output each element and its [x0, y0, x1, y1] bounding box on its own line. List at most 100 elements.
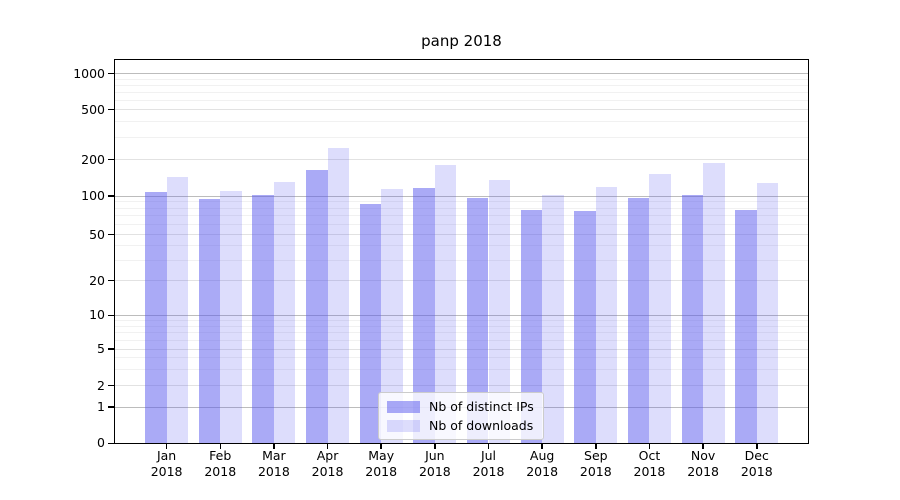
x-tick-year: 2018 — [526, 464, 559, 479]
minor-gridline — [114, 78, 809, 80]
y-tick-mark — [108, 195, 114, 197]
x-tick-mark — [380, 444, 382, 449]
x-tick-year: 2018 — [579, 464, 612, 479]
legend-label: Nb of downloads — [429, 418, 534, 433]
x-tick-mark — [487, 444, 490, 449]
minor-gridline — [114, 121, 809, 123]
bar-downloads-nov — [703, 162, 725, 444]
y-tick-label: 0 — [97, 435, 105, 451]
bar-distinct-ips-may — [359, 203, 382, 444]
y-tick-label: 1 — [97, 399, 105, 415]
minor-gridline — [114, 368, 809, 370]
x-tick-month: Feb — [209, 448, 232, 463]
x-tick-year: 2018 — [204, 464, 237, 479]
x-tick-month: Jan — [156, 448, 177, 463]
gridline-50 — [114, 234, 809, 235]
plot-area: Nb of distinct IPs Nb of downloads — [114, 59, 809, 444]
minor-gridline — [114, 207, 809, 209]
x-tick-month: Dec — [744, 448, 769, 463]
minor-gridline — [114, 84, 809, 86]
legend-label: Nb of distinct IPs — [429, 399, 534, 414]
x-tick-year: 2018 — [633, 464, 666, 479]
x-tick-month: Jun — [425, 448, 445, 463]
x-tick-mark — [595, 444, 597, 449]
bar-distinct-ips-feb — [198, 198, 221, 444]
x-tick-mark — [756, 444, 758, 449]
x-tick-month: Aug — [529, 448, 555, 463]
y-tick-label: 500 — [81, 101, 105, 117]
bar-distinct-ips-jan — [145, 191, 167, 444]
bar-distinct-ips-dec — [735, 209, 757, 444]
x-tick-year: 2018 — [150, 464, 183, 479]
legend: Nb of distinct IPs Nb of downloads — [378, 392, 544, 440]
y-tick-mark — [108, 279, 114, 282]
bar-downloads-mar — [273, 182, 296, 444]
x-tick-month: May — [368, 448, 395, 463]
x-tick-label-dec: Dec 2018 — [725, 448, 789, 480]
bar-downloads-apr — [327, 148, 349, 444]
gridline-100 — [114, 195, 809, 197]
x-tick-year: 2018 — [365, 464, 398, 479]
minor-gridline — [114, 137, 809, 139]
minor-gridline — [114, 91, 809, 93]
x-tick-month: Apr — [316, 448, 339, 463]
x-tick-year: 2018 — [472, 464, 505, 479]
y-tick-mark — [108, 158, 114, 161]
x-tick-year: 2018 — [311, 464, 344, 479]
minor-gridline — [114, 325, 809, 327]
bar-downloads-oct — [649, 174, 671, 444]
minor-gridline — [114, 320, 809, 321]
y-tick-label: 10 — [89, 307, 105, 323]
bar-downloads-jan — [166, 176, 189, 444]
y-tick-label: 1000 — [73, 65, 105, 81]
bar-distinct-ips-oct — [628, 198, 650, 444]
bar-downloads-feb — [220, 191, 242, 444]
minor-gridline — [114, 259, 809, 261]
bar-downloads-may — [381, 189, 403, 444]
chart-title: panp 2018 — [421, 32, 502, 50]
y-tick-label: 5 — [97, 341, 105, 356]
x-tick-month: Mar — [262, 448, 286, 463]
y-tick-label: 100 — [81, 188, 105, 203]
bar-distinct-ips-apr — [306, 169, 328, 444]
x-tick-mark — [434, 444, 436, 449]
x-tick-label-jun: Jun 2018 — [403, 448, 467, 480]
gridline-10 — [114, 314, 809, 316]
x-tick-label-aug: Aug 2018 — [510, 448, 574, 480]
x-tick-mark — [273, 444, 275, 449]
x-tick-mark — [326, 444, 329, 449]
x-tick-mark — [219, 444, 221, 449]
y-tick-mark — [108, 406, 114, 408]
x-tick-label-jul: Jul 2018 — [457, 448, 521, 480]
minor-gridline — [114, 245, 809, 247]
x-tick-year: 2018 — [418, 464, 451, 479]
bar-downloads-dec — [756, 183, 779, 444]
bar-downloads-jun — [434, 165, 457, 444]
x-tick-label-feb: Feb 2018 — [188, 448, 252, 480]
x-tick-year: 2018 — [257, 464, 290, 479]
y-tick-mark — [108, 314, 114, 317]
bar-distinct-ips-sep — [574, 210, 596, 444]
x-tick-mark — [165, 444, 168, 449]
y-tick-label: 50 — [89, 226, 105, 242]
x-tick-label-oct: Oct 2018 — [617, 448, 681, 480]
x-tick-mark — [541, 444, 543, 449]
gridline-20 — [114, 280, 809, 282]
x-tick-label-mar: Mar 2018 — [242, 448, 306, 480]
x-tick-month: Jul — [480, 448, 497, 463]
minor-gridline — [114, 99, 809, 101]
x-tick-label-jan: Jan 2018 — [135, 448, 199, 480]
bar-distinct-ips-mar — [252, 195, 274, 444]
bar-downloads-sep — [595, 186, 618, 444]
y-tick-mark — [108, 384, 114, 387]
x-tick-year: 2018 — [687, 464, 719, 479]
x-tick-mark — [648, 444, 651, 449]
bar-distinct-ips-jul — [467, 198, 489, 444]
bar-distinct-ips-aug — [520, 209, 543, 444]
gridline-5 — [114, 348, 809, 350]
x-tick-label-nov: Nov 2018 — [671, 448, 735, 480]
bar-distinct-ips-nov — [681, 195, 704, 444]
y-tick-mark — [108, 233, 114, 236]
legend-item-distinct-ips: Nb of distinct IPs — [387, 397, 535, 416]
x-tick-mark — [702, 444, 704, 449]
